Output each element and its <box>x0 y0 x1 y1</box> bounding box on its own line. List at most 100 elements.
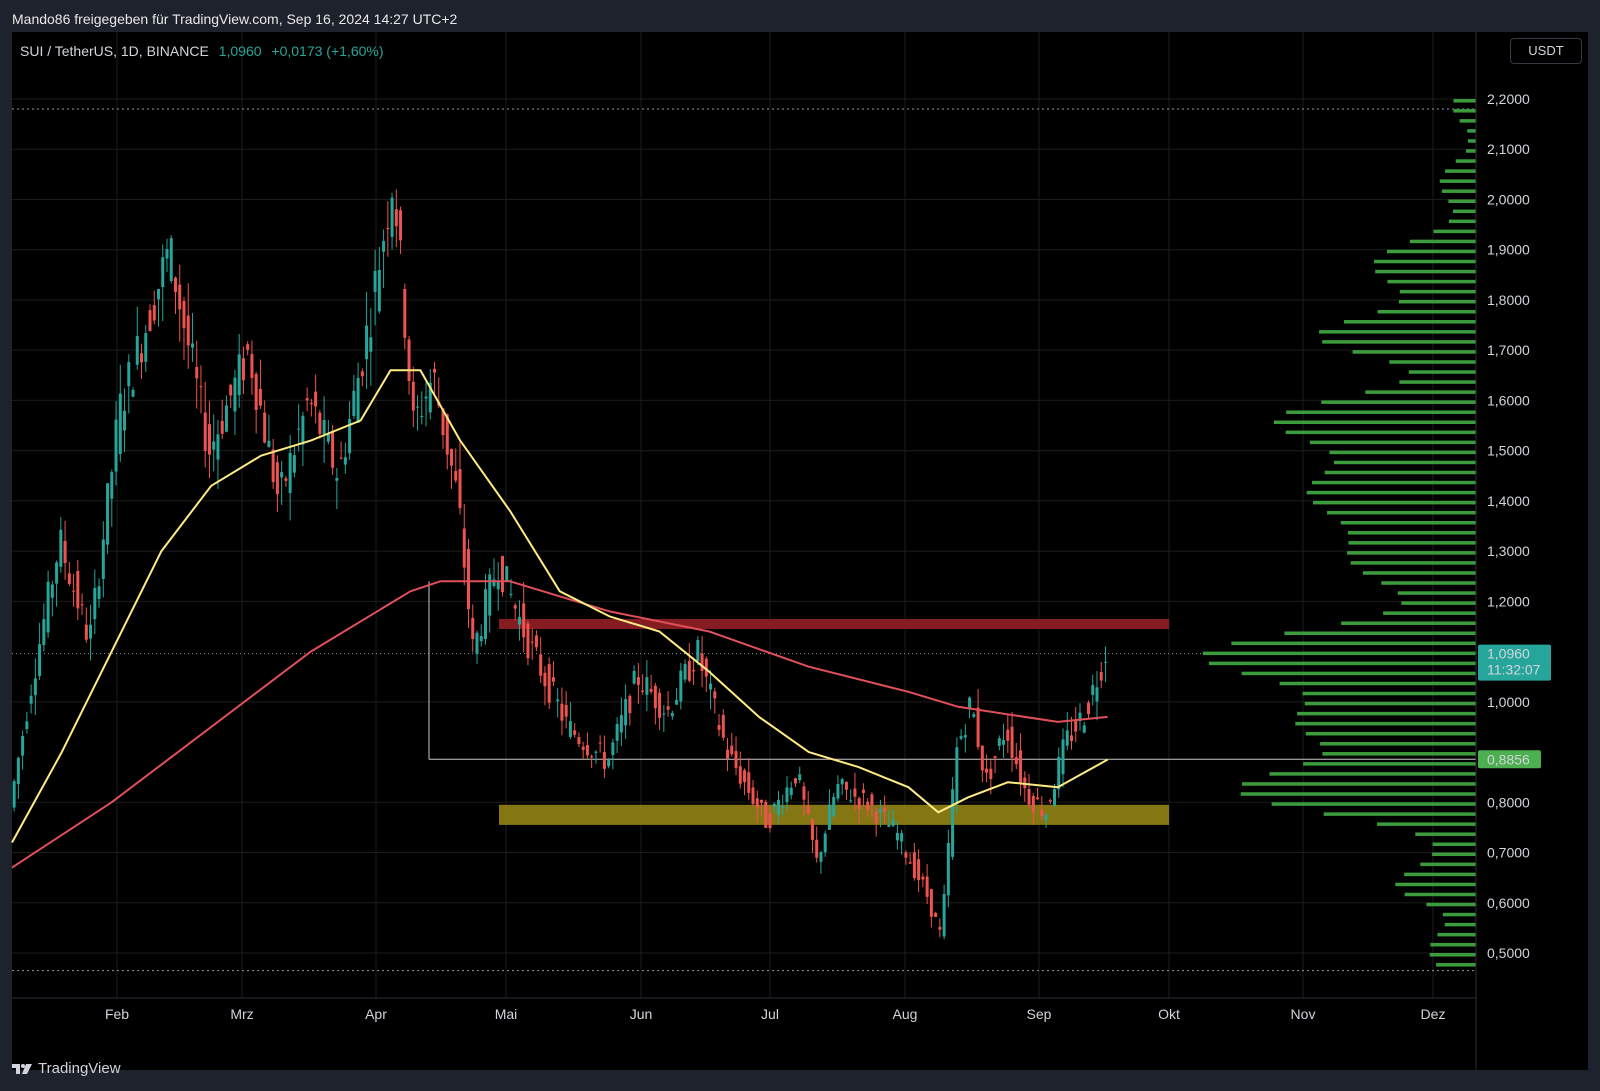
volume-profile-bar <box>1365 390 1476 394</box>
volume-profile-bar <box>1430 942 1476 947</box>
candle-body <box>229 384 233 396</box>
price-tick-label: 2,1000 <box>1487 141 1530 157</box>
candle-body <box>33 678 37 696</box>
candle-body <box>726 749 730 759</box>
candle-body <box>190 343 194 348</box>
volume-profile-bar <box>1399 289 1476 294</box>
candle-body <box>607 759 611 767</box>
candle-body <box>895 832 899 841</box>
candle-body <box>823 833 827 853</box>
volume-profile-bar <box>1321 400 1476 404</box>
tradingview-brand[interactable]: TradingView <box>12 1060 121 1077</box>
candle-body <box>97 586 101 599</box>
candle-body <box>700 653 704 671</box>
candle-body <box>76 570 80 609</box>
volume-profile-bar <box>1408 370 1476 374</box>
candle-body <box>224 405 228 432</box>
candle-body <box>331 432 335 468</box>
candle-body <box>810 819 814 840</box>
candle-body <box>972 714 976 717</box>
candle-body <box>802 786 806 800</box>
candle-body <box>339 457 343 459</box>
candle-body <box>356 377 360 423</box>
candle-body <box>632 670 636 684</box>
candle-body <box>573 730 577 735</box>
candle-body <box>819 852 823 862</box>
volume-profile-bar <box>1398 299 1476 304</box>
candle-body <box>450 448 454 466</box>
candle-body <box>751 787 755 804</box>
candle-body <box>352 390 356 417</box>
volume-profile-bar <box>1322 752 1476 756</box>
candle-body <box>1027 788 1031 805</box>
footer-bar <box>0 1070 1600 1091</box>
candle-body <box>271 449 275 483</box>
candle-body <box>1010 726 1014 758</box>
volume-profile-bar <box>1286 410 1476 414</box>
candle-body <box>335 477 339 481</box>
candle-body <box>322 419 326 435</box>
volume-profile-bar <box>1240 792 1476 796</box>
candle-body <box>721 714 725 738</box>
candle-body <box>619 715 623 733</box>
candle-body <box>615 724 619 741</box>
volume-profile-bar <box>1313 500 1476 505</box>
volume-profile-bar <box>1305 731 1476 736</box>
volume-profile-bar <box>1445 169 1476 173</box>
candle-body <box>624 699 628 726</box>
volume-profile-bar <box>1409 239 1476 244</box>
candle-body <box>505 566 509 582</box>
candle-body <box>246 344 250 350</box>
volume-profile-bar <box>1397 591 1476 595</box>
candle-body <box>110 472 114 499</box>
resistance-zone <box>499 618 1169 629</box>
volume-profile-bar <box>1420 862 1476 867</box>
candle-body <box>530 641 534 643</box>
candle-body <box>148 310 152 332</box>
candle-body <box>12 781 16 808</box>
volume-profile-bar <box>1468 139 1476 143</box>
candle-body <box>1078 712 1082 721</box>
symbol-legend: SUI / TetherUS, 1D, BINANCE 1,0960 +0,01… <box>20 43 384 59</box>
candle-body <box>250 354 254 378</box>
candle-body <box>509 593 513 595</box>
candle-body <box>747 772 751 793</box>
price-tick-label: 2,2000 <box>1487 91 1530 107</box>
candle-body <box>925 876 929 897</box>
candle-body <box>301 415 305 445</box>
candle-body <box>878 808 882 813</box>
time-tick-label: Feb <box>105 1006 129 1022</box>
legend-change: +0,0173 (+1,60%) <box>271 43 384 59</box>
candle-body <box>568 721 572 737</box>
currency-unit-button[interactable]: USDT <box>1510 38 1582 64</box>
candle-body <box>135 335 139 365</box>
candle-body <box>772 803 776 807</box>
volume-profile-bar <box>1381 581 1476 585</box>
volume-profile-bar <box>1306 490 1476 495</box>
time-tick-label: Dez <box>1421 1006 1446 1022</box>
volume-profile-bar <box>1432 842 1476 847</box>
volume-profile-bar <box>1231 641 1476 646</box>
candle-body <box>551 677 555 682</box>
candle-body <box>1086 702 1090 715</box>
volume-profile-bar <box>1309 440 1476 445</box>
candle-body <box>118 393 122 454</box>
candle-body <box>827 804 831 830</box>
time-tick-label: Sep <box>1027 1006 1052 1022</box>
candle-body <box>793 778 797 784</box>
volume-profile-bar <box>1362 571 1476 575</box>
candle-body <box>1048 800 1052 802</box>
candle-body <box>199 386 203 388</box>
candle-body <box>305 398 309 401</box>
volume-profile-bar <box>1452 209 1476 214</box>
candle-body <box>420 415 424 417</box>
volume-profile-bar <box>1303 762 1476 766</box>
candle-body <box>89 624 93 639</box>
candle-body <box>433 368 437 373</box>
volume-profile-bar <box>1241 782 1476 786</box>
candle-body <box>908 862 912 864</box>
candle-body <box>1091 685 1095 695</box>
candle-body <box>946 843 950 896</box>
candle-body <box>411 381 415 411</box>
